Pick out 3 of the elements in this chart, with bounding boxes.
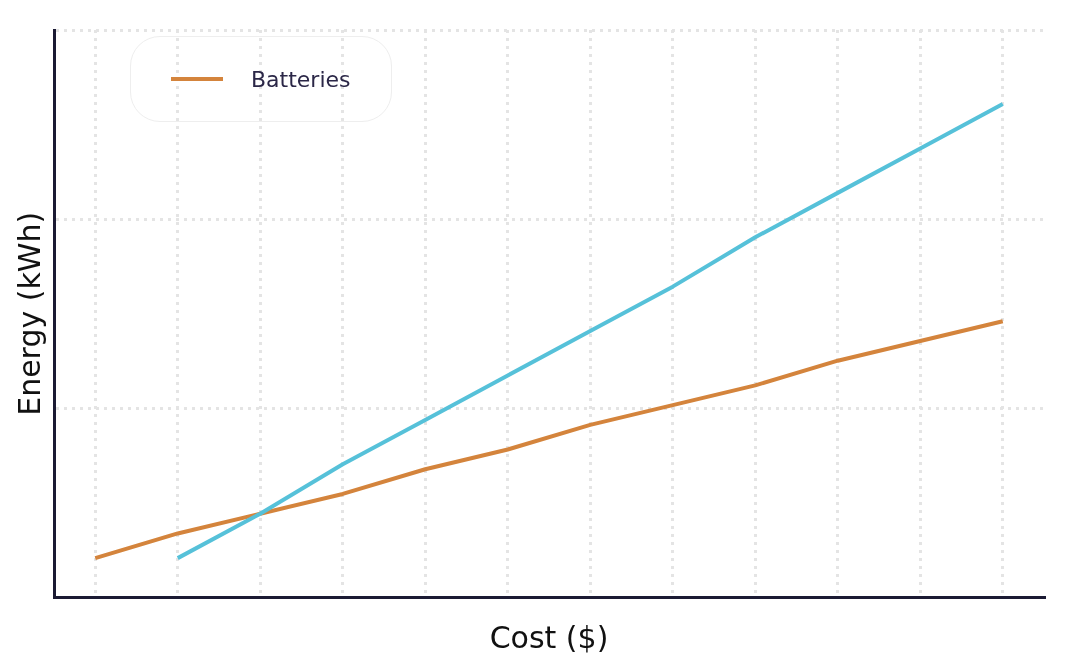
x-axis-title: Cost ($) <box>489 619 609 655</box>
y-axis-title: Energy (kWh) <box>11 211 47 416</box>
legend-label: Batteries <box>251 66 351 92</box>
